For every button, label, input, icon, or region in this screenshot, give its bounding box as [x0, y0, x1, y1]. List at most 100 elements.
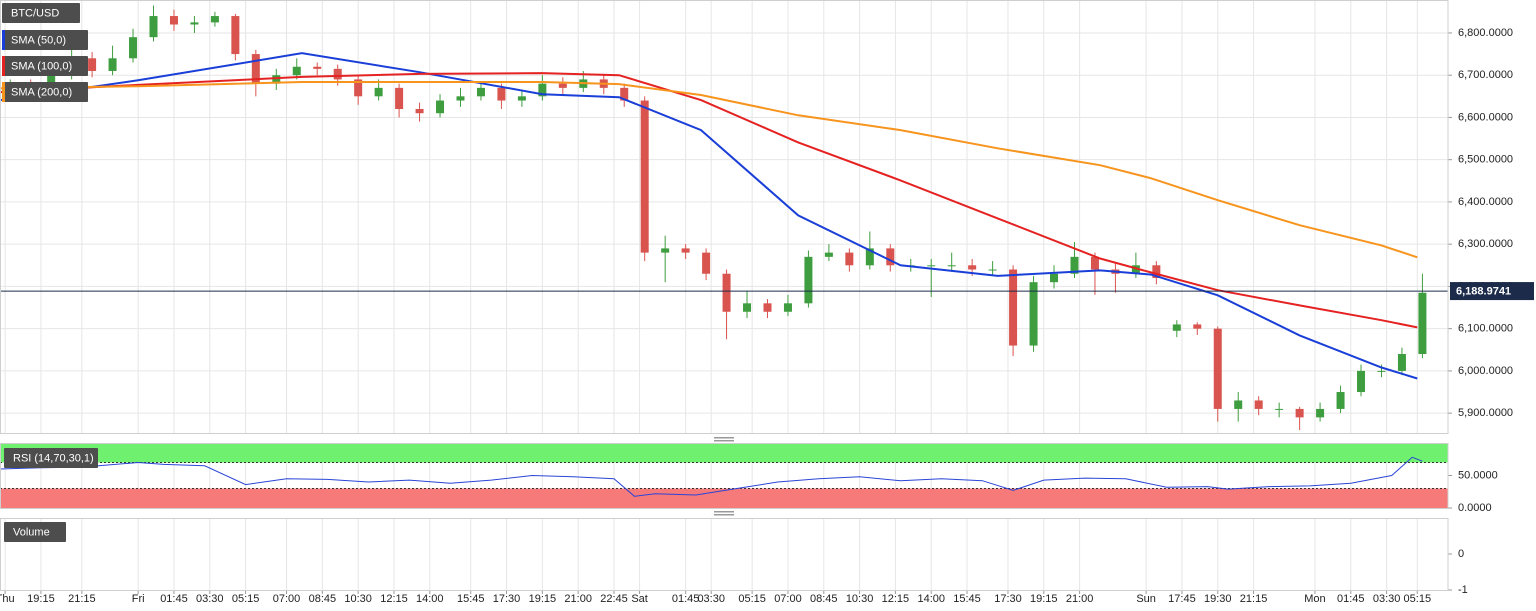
- candle-body: [702, 252, 711, 274]
- drag-handle[interactable]: [714, 514, 734, 516]
- candle-body: [1213, 328, 1222, 409]
- legend-entry-swatch: [2, 82, 5, 102]
- candle-body: [865, 248, 874, 266]
- candle-body: [947, 265, 956, 267]
- candle-body: [743, 303, 752, 312]
- candle-body: [1050, 273, 1059, 283]
- drag-handle[interactable]: [714, 437, 734, 439]
- candle-body: [783, 303, 792, 312]
- legend-entry: SMA (100,0): [11, 60, 72, 72]
- x-tick-label: 07:00: [774, 593, 802, 605]
- candle-body: [436, 100, 445, 114]
- pane-title: RSI (14,70,30,1): [13, 452, 94, 464]
- x-tick-label: 17:45: [1168, 593, 1196, 605]
- y-tick-label: 6,500.0000: [1458, 154, 1513, 166]
- candle-body: [845, 252, 854, 266]
- candle-body: [640, 100, 649, 253]
- candle-body: [620, 87, 629, 101]
- chart-title: BTC/USD: [11, 7, 59, 19]
- x-tick-label: 08:45: [810, 593, 838, 605]
- candle-body: [1131, 265, 1140, 274]
- x-tick-label: 15:45: [457, 593, 485, 605]
- candle-body: [292, 66, 301, 76]
- candle-body: [1316, 408, 1325, 418]
- candle-body: [886, 248, 895, 266]
- legend-entry-box: [2, 56, 88, 76]
- candle-body: [538, 83, 547, 97]
- candle-body: [804, 256, 813, 304]
- x-tick-label: 12:15: [882, 593, 910, 605]
- candle-body: [169, 16, 178, 25]
- sma-line: [0, 72, 1418, 329]
- x-tick-label: Sat: [631, 593, 648, 605]
- drag-handle[interactable]: [714, 440, 734, 442]
- x-tick-label: 05:15: [232, 593, 260, 605]
- candle-body: [1295, 408, 1304, 418]
- x-tick-label: 22:45: [600, 593, 628, 605]
- y-tick-label: 50.0000: [1458, 469, 1498, 481]
- x-tick-label: Thu: [0, 593, 15, 605]
- x-tick-label: 21:00: [564, 593, 592, 605]
- candle-body: [415, 108, 424, 114]
- drag-handle[interactable]: [714, 511, 734, 513]
- candle-body: [251, 54, 260, 84]
- legend-entry-swatch: [2, 30, 5, 50]
- candle-body: [968, 265, 977, 270]
- x-tick-label: 05:15: [738, 593, 766, 605]
- candle-body: [517, 96, 526, 101]
- candle-body: [1234, 400, 1243, 409]
- candle-body: [988, 269, 997, 271]
- rsi-line: [0, 456, 1423, 497]
- y-tick-label: 6,300.0000: [1458, 238, 1513, 250]
- candle-body: [722, 273, 731, 312]
- y-tick-label: 6,100.0000: [1458, 323, 1513, 335]
- candle-body: [1357, 370, 1366, 393]
- pane-dividers: [714, 437, 734, 516]
- candle-body: [210, 16, 219, 23]
- y-tick-label: 0.0000: [1458, 502, 1492, 514]
- x-tick-label: 17:30: [994, 593, 1022, 605]
- legend-entry-swatch: [2, 56, 5, 76]
- x-tick-label: 21:15: [1240, 593, 1268, 605]
- legend-entry-box: [2, 82, 88, 102]
- y-tick-label: 6,800.0000: [1458, 27, 1513, 39]
- oversold-zone: [0, 488, 1448, 508]
- x-tick-label: Sun: [1136, 593, 1156, 605]
- candle-body: [1009, 269, 1018, 346]
- pane-frame: [0, 518, 1449, 591]
- pane-frame: [0, 443, 1449, 509]
- y-tick-label: -1: [1458, 584, 1468, 596]
- candle-body: [149, 16, 158, 38]
- candle-body: [1152, 265, 1161, 278]
- candle-body: [661, 248, 670, 253]
- x-tick-label: 03:30: [1373, 593, 1401, 605]
- candle-body: [1377, 370, 1386, 372]
- candle-body: [476, 87, 485, 97]
- x-tick-label: 10:30: [846, 593, 874, 605]
- candle-body: [333, 68, 342, 80]
- candle-body: [824, 252, 833, 257]
- candle-body: [1397, 354, 1406, 371]
- candle-body: [88, 58, 97, 71]
- x-tick-label: 14:00: [917, 593, 945, 605]
- legend-entry: SMA (200,0): [11, 86, 72, 98]
- candle-body: [231, 16, 240, 55]
- x-tick-label: 10:30: [344, 593, 372, 605]
- candle-body: [1254, 400, 1263, 409]
- last-price-label: 6,188.9741: [1456, 285, 1511, 297]
- candle-body: [1090, 256, 1099, 270]
- candle-body: [354, 79, 363, 97]
- candle-body: [1172, 324, 1181, 331]
- pane-title: Volume: [13, 526, 50, 538]
- legend-entry: SMA (50,0): [11, 34, 66, 46]
- x-tick-label: 07:00: [273, 593, 301, 605]
- x-tick-label: 19:15: [27, 593, 55, 605]
- x-tick-label: 19:30: [1204, 593, 1232, 605]
- candle-body: [108, 58, 117, 71]
- x-tick-label: 12:15: [380, 593, 408, 605]
- pane-title-box: [4, 522, 66, 542]
- candle-body: [1193, 324, 1202, 329]
- sma-line: [0, 81, 1418, 259]
